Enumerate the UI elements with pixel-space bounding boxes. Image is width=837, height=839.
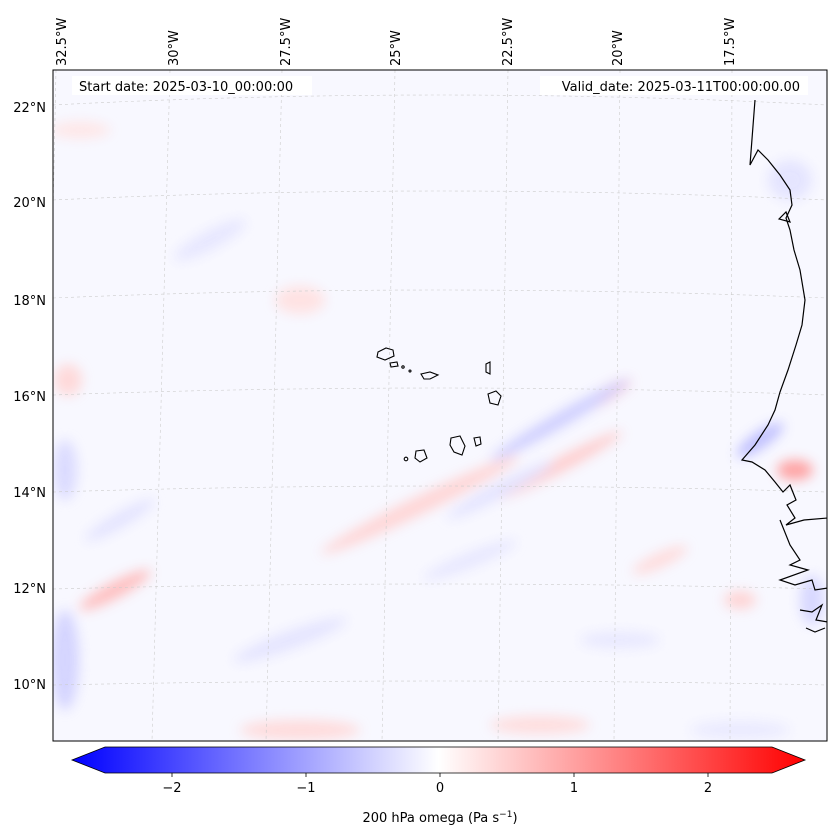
lon-label: 32.5°W <box>55 18 70 66</box>
colorbar-label: 200 hPa omega (Pa s−1) <box>362 810 517 826</box>
start-date-box <box>72 76 312 95</box>
valid-date-text: Valid_date: 2025-03-11T00:00:00.00 <box>562 80 800 95</box>
valid-date-box <box>540 76 808 95</box>
map-gridlines <box>53 70 827 741</box>
lon-label: 17.5°W <box>723 18 738 66</box>
start-date-text: Start date: 2025-03-10_00:00:00 <box>79 80 293 95</box>
colorbar-label-sup: −1 <box>499 810 512 820</box>
lon-label: 22.5°W <box>501 18 516 66</box>
lat-label: 12°N <box>13 582 46 597</box>
lat-label: 20°N <box>13 196 46 211</box>
colorbar-label-end: ) <box>512 811 517 826</box>
lon-label: 25°W <box>389 30 404 66</box>
colorbar-tick: −2 <box>162 781 181 796</box>
colorbar-tick: 1 <box>570 781 578 796</box>
colorbar: −2 −1 0 1 2 200 hPa omega (Pa s−1) <box>70 746 807 826</box>
lat-label: 14°N <box>13 486 46 501</box>
lon-labels: 32.5°W 30°W 27.5°W 25°W 22.5°W 20°W 17.5… <box>55 18 738 66</box>
map-panel: Start date: 2025-03-10_00:00:00 Valid_da… <box>52 69 828 742</box>
omega-field <box>53 70 827 741</box>
colorbar-bar <box>70 746 807 774</box>
coastlines <box>740 99 827 633</box>
colorbar-tick: −1 <box>296 781 315 796</box>
lat-labels: 22°N 20°N 18°N 16°N 14°N 12°N 10°N <box>13 101 46 693</box>
lat-label: 18°N <box>13 294 46 309</box>
cape-verde-islands <box>376 347 502 463</box>
colorbar-tick: 0 <box>436 781 444 796</box>
colorbar-label-main: 200 hPa omega (Pa s <box>362 811 499 826</box>
lat-label: 10°N <box>13 678 46 693</box>
lon-label: 27.5°W <box>279 18 294 66</box>
lon-label: 30°W <box>167 30 182 66</box>
lat-label: 22°N <box>13 101 46 116</box>
lat-label: 16°N <box>13 390 46 405</box>
colorbar-tick: 2 <box>704 781 712 796</box>
lon-label: 20°W <box>611 30 626 66</box>
map-frame <box>52 69 828 742</box>
